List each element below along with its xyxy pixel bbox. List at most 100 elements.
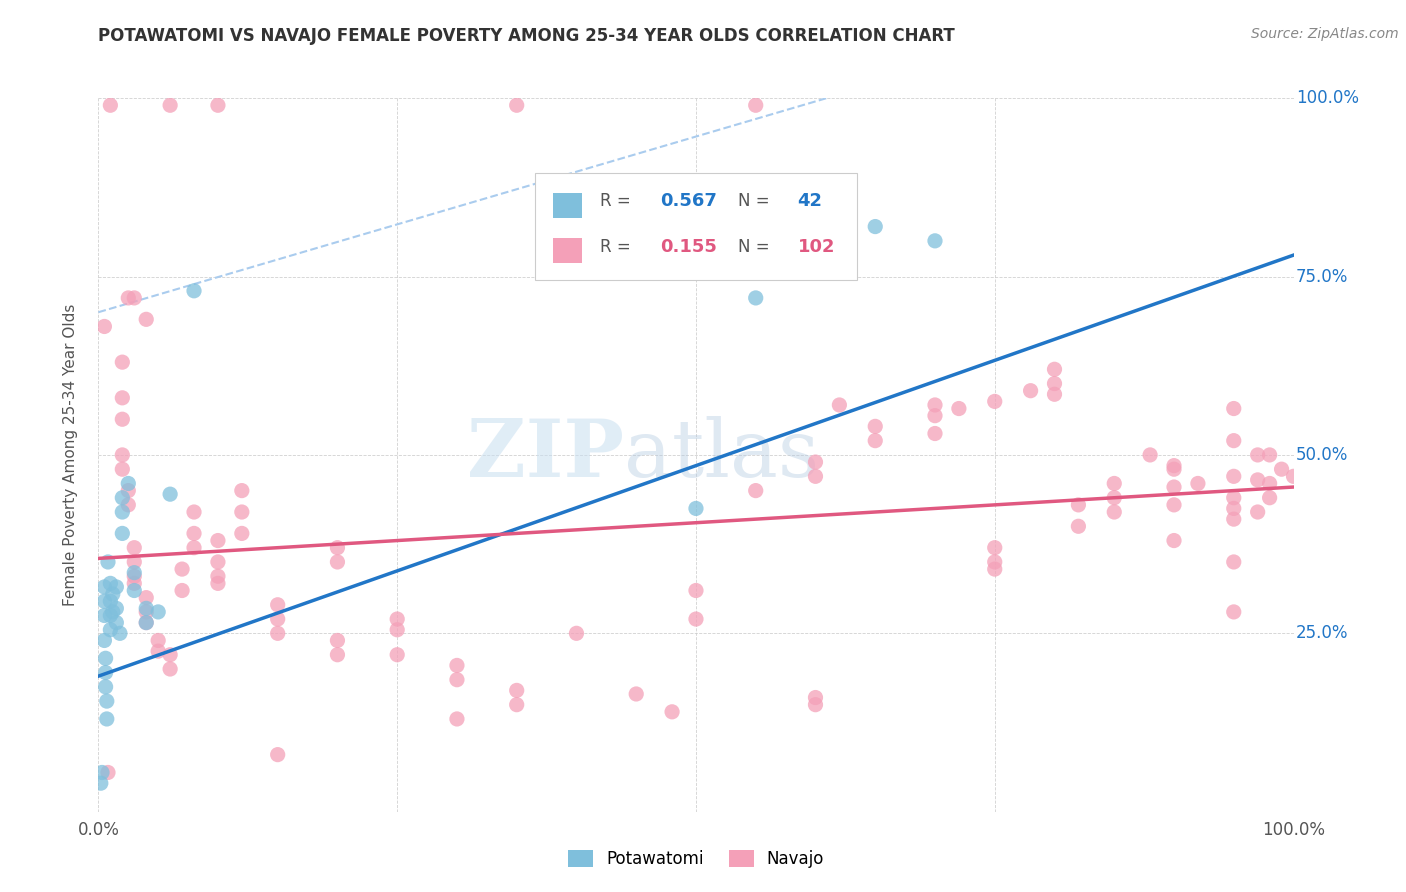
Point <box>93 594 115 608</box>
Text: 0.567: 0.567 <box>661 193 717 211</box>
Text: ZIP: ZIP <box>467 416 624 494</box>
Point <box>804 455 827 469</box>
Point <box>1222 605 1246 619</box>
Point <box>159 662 181 676</box>
Point <box>1067 519 1090 533</box>
Point <box>385 648 409 662</box>
Point <box>326 541 349 555</box>
Point <box>98 594 122 608</box>
Point <box>94 651 117 665</box>
Point <box>111 355 134 369</box>
Point <box>111 462 134 476</box>
Point <box>1246 448 1268 462</box>
Text: 100.0%: 100.0% <box>1296 89 1360 107</box>
Point <box>124 291 146 305</box>
Point <box>1163 480 1185 494</box>
Point <box>1067 498 1090 512</box>
Point <box>117 483 139 498</box>
Point <box>326 648 349 662</box>
Text: 42: 42 <box>797 193 823 211</box>
Point <box>97 765 120 780</box>
Point <box>1222 434 1246 448</box>
Point <box>745 291 768 305</box>
Point <box>506 98 529 112</box>
Point <box>685 612 707 626</box>
Point <box>804 698 827 712</box>
Point <box>124 583 146 598</box>
Point <box>94 665 117 680</box>
Point <box>1258 476 1281 491</box>
Point <box>1222 401 1246 416</box>
Point <box>1282 469 1305 483</box>
Point <box>267 612 290 626</box>
Point <box>1222 469 1246 483</box>
Point <box>135 601 157 615</box>
Point <box>828 398 851 412</box>
Point <box>111 505 134 519</box>
Point <box>124 576 146 591</box>
Point <box>1222 491 1246 505</box>
Point <box>506 698 529 712</box>
Point <box>983 541 1005 555</box>
Point <box>111 491 134 505</box>
Text: atlas: atlas <box>624 416 820 494</box>
Text: 50.0%: 50.0% <box>1296 446 1348 464</box>
Point <box>685 583 707 598</box>
Point <box>661 705 683 719</box>
Point <box>111 412 134 426</box>
Text: Source: ZipAtlas.com: Source: ZipAtlas.com <box>1251 27 1399 41</box>
Point <box>159 487 181 501</box>
Text: R =: R = <box>600 193 637 211</box>
Point <box>983 555 1005 569</box>
Point <box>565 626 588 640</box>
Point <box>924 426 946 441</box>
Point <box>96 694 118 708</box>
Point <box>207 569 229 583</box>
Point <box>207 576 229 591</box>
Point <box>111 448 134 462</box>
Text: N =: N = <box>738 193 775 211</box>
Point <box>93 580 115 594</box>
Point <box>1222 555 1246 569</box>
Point <box>117 498 139 512</box>
Point <box>172 583 194 598</box>
Point <box>267 747 290 762</box>
Point <box>183 505 205 519</box>
Point <box>863 419 886 434</box>
Point <box>446 658 468 673</box>
Point <box>1163 533 1185 548</box>
Point <box>94 680 117 694</box>
Point <box>231 483 253 498</box>
Point <box>1271 462 1294 476</box>
Point <box>97 555 120 569</box>
Point <box>91 765 114 780</box>
Point <box>1163 462 1185 476</box>
Point <box>685 501 707 516</box>
Point <box>1222 501 1246 516</box>
Point <box>172 562 194 576</box>
Point <box>207 533 229 548</box>
Point <box>1043 362 1066 376</box>
Point <box>105 615 128 630</box>
Point <box>1258 448 1281 462</box>
Point <box>124 569 146 583</box>
Text: 75.0%: 75.0% <box>1296 268 1348 285</box>
Legend: Potawatomi, Navajo: Potawatomi, Navajo <box>561 843 831 875</box>
Point <box>135 591 157 605</box>
Point <box>1139 448 1161 462</box>
Point <box>267 598 290 612</box>
Point <box>983 562 1005 576</box>
Point <box>183 284 205 298</box>
Point <box>745 98 768 112</box>
Point <box>1246 505 1268 519</box>
Point <box>1043 387 1066 401</box>
Point <box>135 615 157 630</box>
Point <box>1102 476 1125 491</box>
Point <box>93 633 115 648</box>
Text: R =: R = <box>600 238 637 256</box>
Point <box>863 434 886 448</box>
Point <box>804 690 827 705</box>
Point <box>385 612 409 626</box>
Point <box>1043 376 1066 391</box>
Text: N =: N = <box>738 238 775 256</box>
